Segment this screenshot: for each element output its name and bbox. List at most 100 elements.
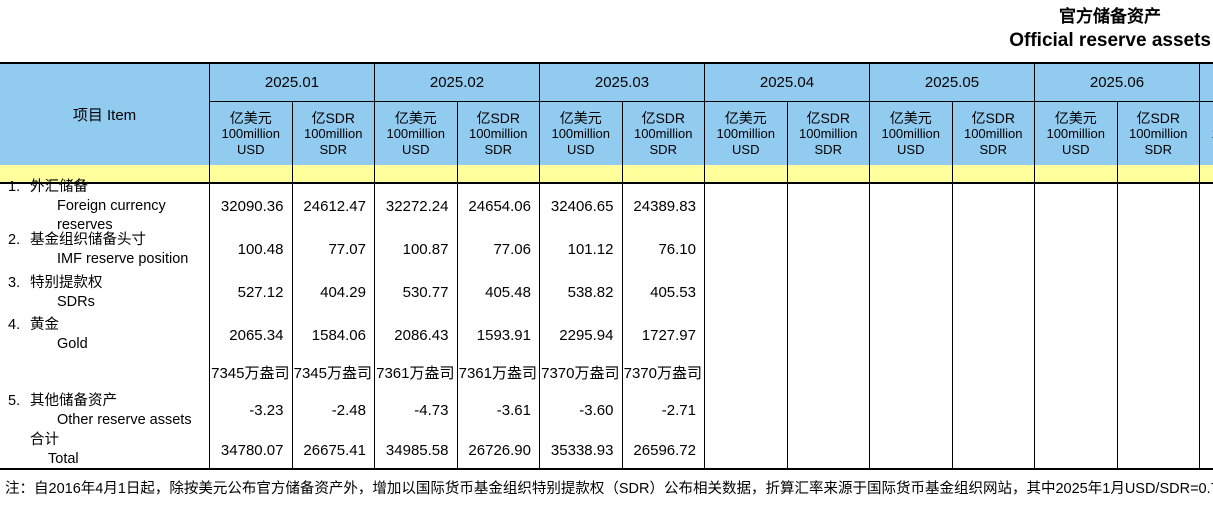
value-cell: 100.48 xyxy=(210,228,293,271)
months-row: 2025.01 2025.02 2025.03 2025.04 2025.05 2025.… xyxy=(210,64,1213,102)
unit-header-sdr: 亿SDR 100million SDR xyxy=(293,102,375,165)
row-label-gold: 4. 黄金 Gold xyxy=(0,314,210,356)
unit-label-currency: USD xyxy=(1062,141,1090,157)
value-cell: 32406.65 xyxy=(540,184,623,228)
value-cell: 1727.97 xyxy=(623,314,705,356)
value-cell: 34780.07 xyxy=(210,432,293,468)
value-cell xyxy=(870,389,953,432)
value-cell-partial xyxy=(1200,271,1213,314)
unit-header-usd: 亿美元 100million USD xyxy=(705,102,788,165)
page-title-en: Official reserve assets xyxy=(1009,30,1211,51)
unit-label-zh: 亿美元 xyxy=(559,109,602,126)
separator-row xyxy=(0,165,1213,184)
month-header-cell: 2025.01 xyxy=(210,64,375,102)
month-header-cell: 2025.06 xyxy=(1035,64,1200,102)
table-row-other: 5. 其他储备资产 Other reserve assets -3.23 -2.48 -4… xyxy=(0,389,1213,432)
row-number: 4. xyxy=(8,317,21,333)
unit-label-100million: 100million xyxy=(881,125,941,141)
value-cell: 405.48 xyxy=(458,271,540,314)
separator-cell xyxy=(1117,165,1200,182)
row-label-zh: 外汇储备 xyxy=(30,178,88,195)
unit-label-currency: SDR xyxy=(814,141,842,157)
value-cell xyxy=(1035,314,1118,356)
value-cell-partial xyxy=(1200,314,1213,356)
value-cell xyxy=(1035,184,1118,228)
separator-cell xyxy=(705,165,788,182)
gold-ounces-cell xyxy=(1035,356,1118,389)
unit-header-sdr: 亿SDR 100million SDR xyxy=(1118,102,1200,165)
unit-header-sdr: 亿SDR 100million SDR xyxy=(623,102,705,165)
value-cell xyxy=(788,271,870,314)
unit-label-100million: 100million xyxy=(798,125,858,141)
unit-header-usd: 亿美元 100million USD xyxy=(870,102,953,165)
value-cell: 1593.91 xyxy=(458,314,540,356)
unit-label-currency: USD xyxy=(237,141,265,157)
value-cell xyxy=(705,184,788,228)
value-cell xyxy=(1118,228,1200,271)
unit-header-sdr: 亿SDR 100million SDR xyxy=(458,102,540,165)
value-cell xyxy=(705,389,788,432)
row-label-total: 合计 Total xyxy=(0,432,210,468)
row-label-zh: 合计 xyxy=(30,432,59,448)
unit-label-currency: SDR xyxy=(484,141,512,157)
value-cell: 26726.90 xyxy=(458,432,540,468)
unit-label-100million: 100million xyxy=(633,125,693,141)
value-cell: 2295.94 xyxy=(540,314,623,356)
unit-header-sdr: 亿SDR 100million SDR xyxy=(953,102,1035,165)
unit-label-zh: 亿SDR xyxy=(476,109,521,126)
row-number: 1. xyxy=(8,178,21,195)
separator-cell xyxy=(0,165,210,182)
row-label-sdr: 3. 特别提款权 SDRs xyxy=(0,271,210,314)
unit-label-currency: USD xyxy=(402,141,430,157)
row-label-line-zh: 4. 黄金 xyxy=(0,316,209,335)
value-cell: -3.23 xyxy=(210,389,293,432)
unit-label-zh: 亿SDR xyxy=(311,109,356,126)
table-row-total: 合计 Total 34780.07 26675.41 34985.58 26726.90 3… xyxy=(0,432,1213,468)
value-cell xyxy=(953,389,1035,432)
value-cell xyxy=(1118,271,1200,314)
row-number: 3. xyxy=(8,274,21,291)
row-number: 2. xyxy=(8,231,21,248)
value-cell xyxy=(705,271,788,314)
value-cell: -3.60 xyxy=(540,389,623,432)
unit-header-usd: 亿美元 100million USD xyxy=(210,102,293,165)
value-cell: 77.06 xyxy=(458,228,540,271)
month-header-cell: 2025.03 xyxy=(540,64,705,102)
unit-label-zh: 亿美元 xyxy=(1054,109,1097,126)
value-cell: 24654.06 xyxy=(458,184,540,228)
value-cell xyxy=(870,314,953,356)
gold-ounces-cell: 7361万盎司 xyxy=(458,356,540,389)
unit-header-usd: 亿美元 100million USD xyxy=(1035,102,1118,165)
value-cell: 527.12 xyxy=(210,271,293,314)
value-cell-partial xyxy=(1200,184,1213,228)
header-right: 2025.01 2025.02 2025.03 2025.04 2025.05 2025.… xyxy=(210,64,1213,165)
value-cell xyxy=(870,184,953,228)
row-label-zh: 特别提款权 xyxy=(30,274,103,291)
unit-header-sdr: 亿SDR 100million SDR xyxy=(788,102,870,165)
row-label-other: 5. 其他储备资产 Other reserve assets xyxy=(0,389,210,432)
separator-cell xyxy=(292,165,375,182)
table-row-imf: 2. 基金组织储备头寸 IMF reserve position 100.48 77.0… xyxy=(0,228,1213,271)
unit-label-currency: USD xyxy=(567,141,595,157)
separator-cell xyxy=(457,165,540,182)
value-cell xyxy=(953,271,1035,314)
value-cell: 32090.36 xyxy=(210,184,293,228)
value-cell xyxy=(1118,184,1200,228)
unit-label-100million: 100million xyxy=(1046,125,1106,141)
value-cell xyxy=(1118,314,1200,356)
unit-label-currency: SDR xyxy=(979,141,1007,157)
value-cell: 405.53 xyxy=(623,271,705,314)
gold-ounces-cell xyxy=(1118,356,1200,389)
value-cell xyxy=(788,228,870,271)
separator-cell xyxy=(375,165,458,182)
unit-label-zh: 亿SDR xyxy=(1136,109,1181,126)
row-label-line-zh: 1. 外汇储备 xyxy=(0,178,209,197)
row-label-en: IMF reserve position xyxy=(57,250,189,267)
gold-ounces-cell: 7370万盎司 xyxy=(623,356,705,389)
value-cell: 530.77 xyxy=(375,271,458,314)
value-cell: 32272.24 xyxy=(375,184,458,228)
table-row-gold-oz: 7345万盎司 7345万盎司 7361万盎司 7361万盎司 7370万盎司 7370万… xyxy=(0,356,1213,389)
unit-header-usd: 亿美元 100million USD xyxy=(375,102,458,165)
